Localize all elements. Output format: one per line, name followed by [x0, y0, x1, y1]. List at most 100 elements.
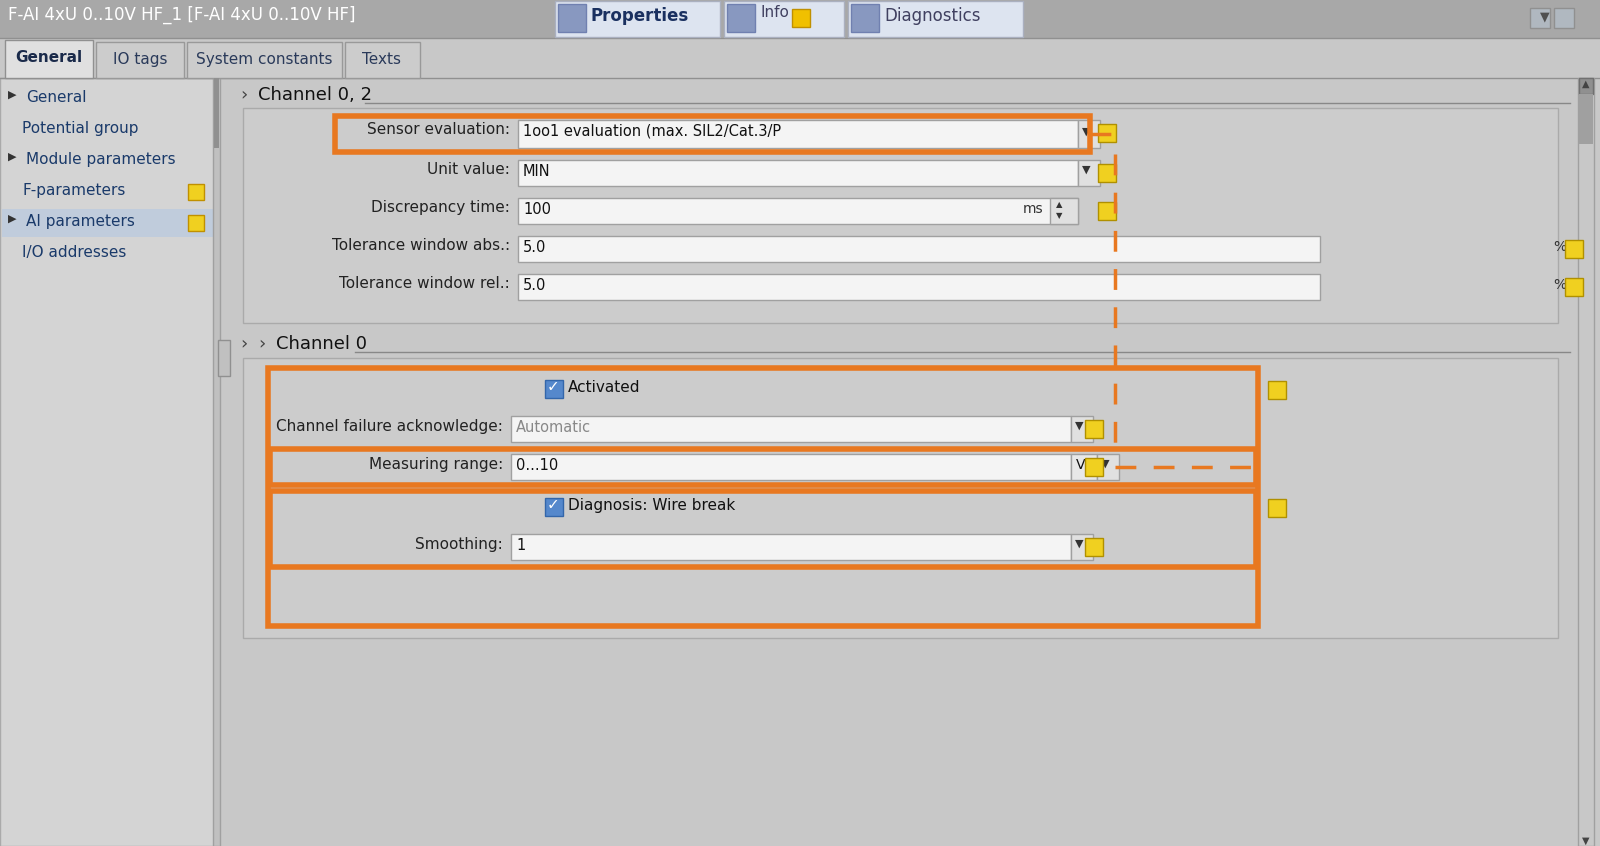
Bar	[1050, 198, 1078, 224]
Bar	[1098, 454, 1118, 480]
Text: Properties: Properties	[590, 7, 690, 25]
Bar	[243, 358, 1558, 638]
Bar	[0, 0, 1600, 38]
Text: ›: ›	[258, 335, 266, 353]
Text: Channel 0: Channel 0	[277, 335, 366, 353]
Bar	[555, 1, 720, 37]
Text: ◄: ◄	[219, 349, 227, 359]
Text: ▲: ▲	[1056, 200, 1062, 209]
Text: 1: 1	[515, 538, 525, 553]
Bar	[518, 274, 1320, 300]
Bar	[1579, 94, 1594, 144]
Text: 5.0: 5.0	[523, 240, 546, 255]
Bar	[518, 198, 1078, 224]
Text: Info: Info	[760, 5, 789, 20]
Bar	[0, 78, 218, 846]
Text: Texts: Texts	[363, 52, 402, 67]
Text: ▼: ▼	[1082, 127, 1091, 137]
Bar	[189, 215, 205, 231]
Text: ▼: ▼	[1101, 459, 1109, 469]
Bar	[213, 78, 221, 846]
Bar	[0, 38, 1600, 78]
Bar	[726, 4, 755, 32]
Text: Channel 0, 2: Channel 0, 2	[258, 86, 371, 104]
Text: AI parameters: AI parameters	[26, 214, 134, 229]
Bar	[5, 40, 93, 78]
Bar	[558, 4, 586, 32]
Text: 100: 100	[523, 202, 550, 217]
Bar	[510, 416, 1070, 442]
Text: System constants: System constants	[195, 52, 333, 67]
Bar	[510, 454, 1070, 480]
Bar	[1565, 240, 1582, 258]
Text: ▼: ▼	[1056, 211, 1062, 220]
Bar	[1098, 164, 1117, 182]
Bar	[1085, 420, 1102, 438]
Text: I/O addresses: I/O addresses	[22, 245, 126, 260]
Text: ▼: ▼	[1082, 165, 1091, 175]
Text: ▼: ▼	[1075, 539, 1083, 549]
Text: F-AI 4xU 0..10V HF_1 [F-AI 4xU 0..10V HF]: F-AI 4xU 0..10V HF_1 [F-AI 4xU 0..10V HF…	[8, 6, 355, 25]
Bar	[1085, 458, 1102, 476]
Text: 5.0: 5.0	[523, 278, 546, 293]
Text: Sensor evaluation:: Sensor evaluation:	[366, 122, 510, 137]
Text: General: General	[16, 50, 83, 65]
Text: ▶: ▶	[8, 152, 16, 162]
Text: Diagnostics: Diagnostics	[883, 7, 981, 25]
Text: Automatic: Automatic	[515, 420, 590, 435]
Bar	[270, 491, 1256, 567]
Text: Potential group: Potential group	[22, 121, 139, 136]
Bar	[1098, 124, 1117, 142]
Text: ▶: ▶	[8, 90, 16, 100]
Text: MIN: MIN	[523, 164, 550, 179]
Text: ▼: ▼	[1582, 836, 1589, 846]
Bar	[851, 4, 878, 32]
Text: ›: ›	[240, 335, 248, 353]
Bar	[96, 42, 184, 78]
Text: %: %	[1554, 240, 1566, 254]
Bar	[346, 42, 419, 78]
Text: ›: ›	[240, 86, 248, 104]
Bar	[848, 1, 1022, 37]
Bar	[518, 236, 1320, 262]
Text: Smoothing:: Smoothing:	[416, 537, 502, 552]
Bar	[792, 9, 810, 27]
Text: 1oo1 evaluation (max. SIL2/Cat.3/P: 1oo1 evaluation (max. SIL2/Cat.3/P	[523, 124, 781, 139]
Bar	[1070, 416, 1093, 442]
Text: V: V	[1075, 458, 1085, 472]
Bar	[1578, 78, 1594, 846]
Text: ▼: ▼	[1539, 10, 1550, 23]
Bar	[518, 160, 1078, 186]
Bar	[1070, 534, 1093, 560]
Bar	[1070, 454, 1098, 480]
Bar	[270, 449, 1256, 485]
Text: Discrepancy time:: Discrepancy time:	[371, 200, 510, 215]
Text: ✓: ✓	[547, 497, 560, 512]
Bar	[1565, 278, 1582, 296]
Bar	[230, 78, 1578, 846]
Text: IO tags: IO tags	[112, 52, 168, 67]
Text: Unit value:: Unit value:	[427, 162, 510, 177]
Text: ms: ms	[1022, 202, 1043, 216]
Text: Channel failure acknowledge:: Channel failure acknowledge:	[277, 419, 502, 434]
Bar	[2, 209, 214, 237]
Bar	[1579, 78, 1594, 94]
Bar	[546, 498, 563, 516]
Text: Tolerance window rel.:: Tolerance window rel.:	[339, 276, 510, 291]
Text: Tolerance window abs.:: Tolerance window abs.:	[331, 238, 510, 253]
Text: General: General	[26, 90, 86, 105]
Bar	[510, 534, 1070, 560]
Text: %: %	[1554, 278, 1566, 292]
Bar	[1267, 499, 1286, 517]
Text: Measuring range:: Measuring range:	[368, 457, 502, 472]
Bar	[1267, 381, 1286, 399]
Text: 0...10: 0...10	[515, 458, 558, 473]
Text: F-parameters: F-parameters	[22, 183, 125, 198]
Bar	[546, 380, 563, 398]
Bar	[189, 184, 205, 200]
Text: Activated: Activated	[568, 380, 640, 395]
Bar	[334, 116, 1090, 152]
Text: ✓: ✓	[547, 379, 560, 394]
Text: ▼: ▼	[1075, 421, 1083, 431]
Bar	[723, 1, 845, 37]
